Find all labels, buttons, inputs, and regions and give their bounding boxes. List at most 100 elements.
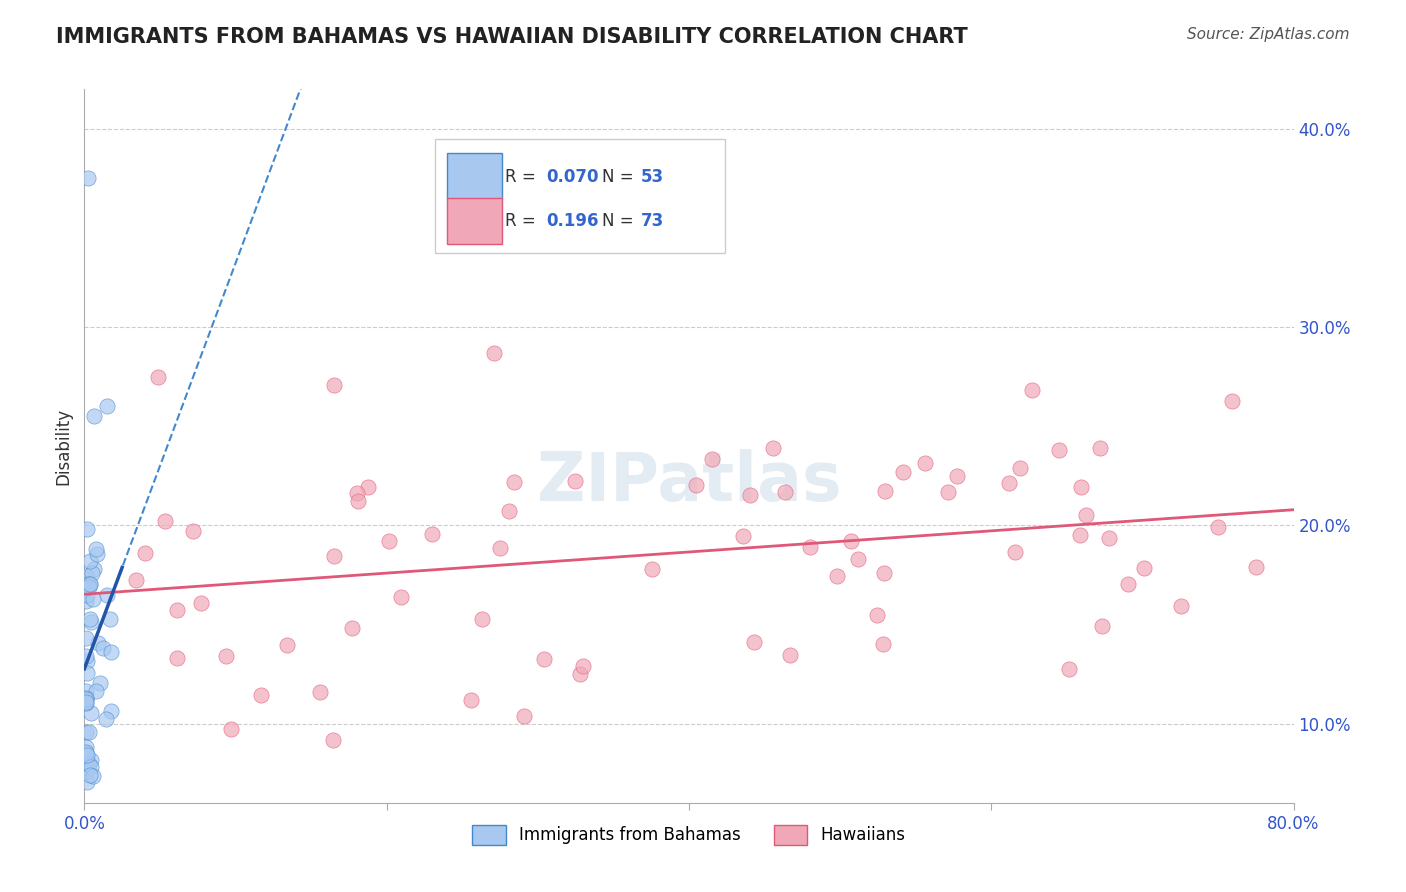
Point: [866, 608, 889, 623]
Point: [700, 451, 723, 466]
FancyBboxPatch shape: [447, 153, 502, 200]
Point: [82, 592, 104, 607]
Point: [1091, 619, 1114, 633]
Point: [80, 759, 103, 773]
Point: [378, 533, 401, 548]
Point: [83, 409, 105, 424]
Text: R =: R =: [505, 168, 541, 186]
Point: [773, 485, 796, 500]
Text: Source: ZipAtlas.com: Source: ZipAtlas.com: [1187, 27, 1350, 42]
Point: [190, 596, 212, 610]
Point: [420, 526, 443, 541]
Point: [75, 756, 97, 771]
Text: R =: R =: [505, 212, 541, 230]
Point: [1057, 662, 1080, 676]
Point: [94, 712, 117, 726]
Y-axis label: Disability: Disability: [55, 408, 73, 484]
Point: [183, 524, 205, 539]
Text: 0.070: 0.070: [547, 168, 599, 186]
Point: [893, 465, 915, 479]
Point: [100, 704, 122, 718]
Point: [1069, 527, 1091, 541]
Point: [356, 480, 378, 494]
Point: [148, 369, 170, 384]
Point: [1076, 508, 1098, 523]
Point: [89, 675, 111, 690]
Point: [346, 486, 368, 500]
Point: [309, 684, 332, 698]
Point: [75, 632, 97, 646]
Point: [87, 636, 110, 650]
Point: [77, 756, 100, 771]
Point: [1047, 442, 1070, 457]
Point: [96, 400, 118, 414]
Point: [936, 484, 959, 499]
Point: [740, 488, 762, 502]
Point: [250, 689, 273, 703]
Point: [75, 692, 97, 706]
Point: [84, 683, 107, 698]
Point: [389, 590, 412, 604]
Point: [323, 377, 346, 392]
Point: [75, 695, 97, 709]
Point: [872, 637, 894, 651]
Point: [76, 654, 98, 668]
Point: [533, 652, 555, 666]
Point: [215, 648, 238, 663]
Point: [83, 562, 105, 576]
Point: [79, 553, 101, 567]
Point: [825, 569, 848, 583]
Point: [124, 573, 146, 587]
Text: N =: N =: [602, 212, 638, 230]
Point: [742, 634, 765, 648]
Point: [1170, 599, 1192, 613]
Point: [84, 542, 107, 557]
Point: [96, 588, 118, 602]
Point: [1133, 560, 1156, 574]
Point: [322, 733, 344, 747]
Point: [75, 725, 97, 739]
Point: [873, 566, 896, 581]
Point: [166, 650, 188, 665]
Point: [77, 171, 100, 186]
Point: [484, 345, 506, 359]
Point: [166, 603, 188, 617]
Point: [685, 477, 707, 491]
Point: [568, 667, 591, 681]
Point: [571, 659, 593, 673]
Point: [564, 475, 586, 489]
Point: [489, 541, 512, 556]
Legend: Immigrants from Bahamas, Hawaiians: Immigrants from Bahamas, Hawaiians: [465, 818, 912, 852]
Point: [77, 724, 100, 739]
Point: [79, 577, 101, 591]
Point: [100, 645, 122, 659]
Point: [323, 549, 346, 564]
Point: [76, 748, 98, 763]
Point: [340, 621, 363, 635]
Point: [75, 594, 97, 608]
Point: [841, 533, 863, 548]
Point: [799, 540, 821, 554]
Point: [80, 566, 103, 580]
Point: [79, 768, 101, 782]
Point: [641, 562, 664, 576]
Point: [914, 456, 936, 470]
Point: [75, 745, 97, 759]
Point: [1008, 460, 1031, 475]
Point: [86, 547, 108, 561]
Point: [98, 612, 121, 626]
Point: [76, 774, 98, 789]
Point: [1220, 393, 1243, 408]
Point: [1088, 441, 1111, 455]
Point: [946, 469, 969, 483]
Point: [77, 580, 100, 594]
FancyBboxPatch shape: [434, 139, 725, 253]
Point: [276, 638, 298, 652]
Point: [80, 753, 103, 767]
Text: 53: 53: [641, 168, 664, 186]
Point: [1021, 383, 1043, 397]
Point: [471, 612, 494, 626]
Point: [75, 764, 97, 779]
Point: [1116, 577, 1139, 591]
Point: [875, 484, 897, 499]
